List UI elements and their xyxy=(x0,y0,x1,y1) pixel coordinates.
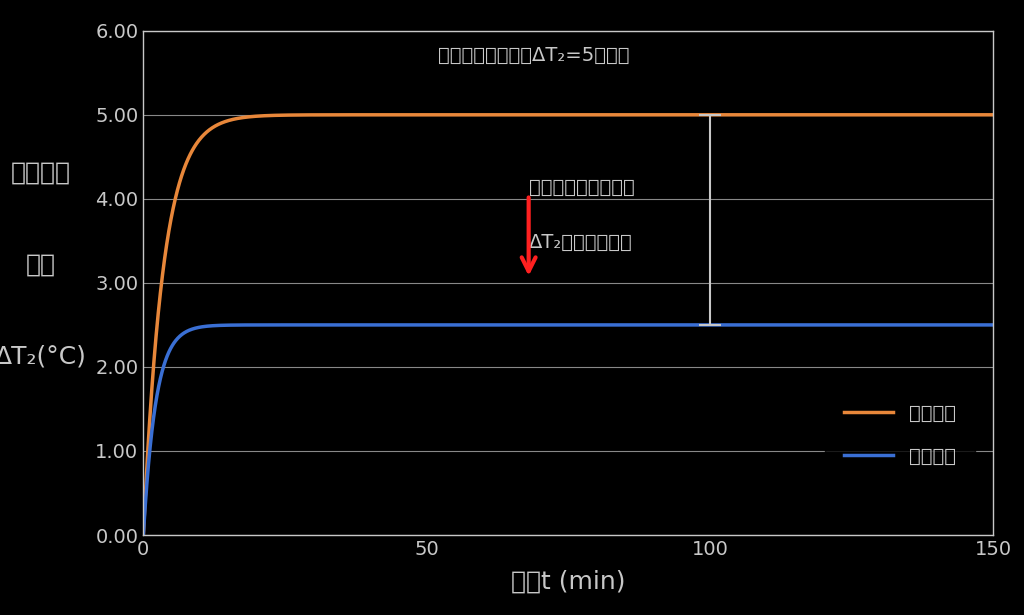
Text: 制御無しの場合、ΔT₂=5に漸近: 制御無しの場合、ΔT₂=5に漸近 xyxy=(438,46,630,65)
Text: 変化: 変化 xyxy=(26,252,56,277)
Text: ΔT₂(°C): ΔT₂(°C) xyxy=(0,344,87,369)
Text: 比例制御した場合、: 比例制御した場合、 xyxy=(528,178,635,197)
Text: 流出温度: 流出温度 xyxy=(11,160,71,184)
Text: ΔT₂が小さくなる: ΔT₂が小さくなる xyxy=(528,232,633,252)
Legend: 制御無し, 比例制御: 制御無し, 比例制御 xyxy=(825,385,975,485)
X-axis label: 時間t (min): 時間t (min) xyxy=(511,570,626,594)
